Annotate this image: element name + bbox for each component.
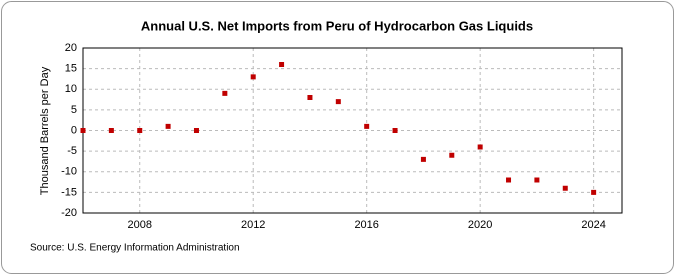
y-tick-label: -15 (61, 186, 77, 198)
y-tick-label: 15 (65, 63, 77, 75)
y-tick-label: 5 (71, 104, 77, 116)
point (108, 128, 114, 133)
x-tick-label: 2024 (581, 219, 605, 231)
point (392, 128, 398, 133)
x-tick-label: 2008 (127, 219, 151, 231)
point (165, 123, 171, 129)
point (307, 95, 313, 100)
point (80, 128, 86, 133)
source: Source: U.S. Energy Information Administ… (30, 243, 240, 254)
y-tick-label: -10 (61, 166, 77, 178)
x-tick-label: 2012 (241, 219, 265, 231)
y-tick-label: -5 (67, 145, 77, 157)
point (477, 144, 483, 150)
point (591, 189, 597, 195)
point (420, 156, 426, 162)
y-tick-label: 20 (65, 42, 77, 54)
point (506, 177, 512, 183)
point (364, 123, 370, 129)
point (279, 62, 285, 67)
x-tick-label: 2016 (354, 219, 378, 231)
y-tick-label: 0 (71, 124, 77, 136)
point (222, 90, 228, 96)
point (193, 128, 199, 133)
y-tick-label: -20 (61, 207, 77, 219)
y-tick-label: 10 (65, 83, 77, 95)
x-tick-label: 2020 (468, 219, 492, 231)
point (250, 74, 256, 80)
point (137, 128, 143, 133)
point (562, 185, 568, 191)
y-axis-label: Thousand Barrels per Day (39, 66, 51, 195)
point (335, 99, 341, 105)
point (449, 152, 455, 158)
point (534, 177, 540, 183)
chart-title: Annual U.S. Net Imports from Peru of Hyd… (141, 18, 533, 33)
